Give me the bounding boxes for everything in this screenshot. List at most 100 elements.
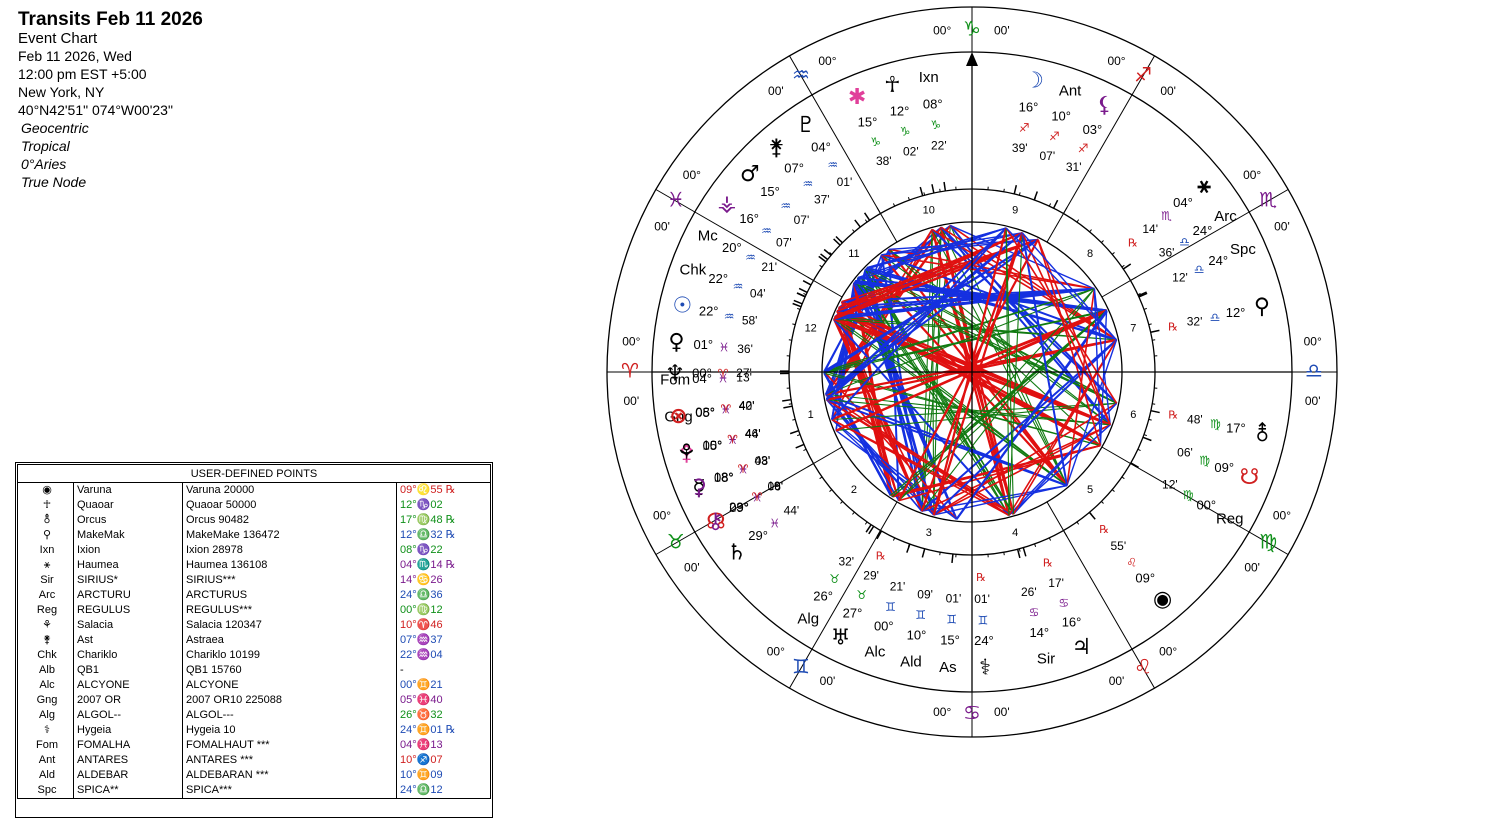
name-cell: Astraea (182, 633, 397, 648)
aspect-line (1021, 232, 1117, 341)
point-glyph: ✱ (848, 85, 866, 110)
name-cell: ALDEBARAN *** (182, 768, 397, 783)
sign-boundary (789, 55, 813, 96)
sign-degree: 00° (1304, 334, 1322, 348)
retrograde-mark: ℞ (1043, 556, 1053, 569)
house-number: 2 (851, 484, 857, 496)
table-row: Reg REGULUS REGULUS*** 00°♍12 (17, 603, 491, 618)
degree-tick (892, 537, 896, 541)
name-cell: Ixion (73, 543, 183, 558)
position-cell: 12°♎32 ℞ (400, 529, 456, 541)
degree-tick (1121, 264, 1125, 268)
table-row: ⚨ Orcus Orcus 90482 17°♍48 ℞ (17, 513, 491, 528)
symbol-cell: Ixn (17, 543, 74, 558)
point-tick (1088, 511, 1096, 520)
point-glyph: ◉ (1153, 587, 1172, 612)
degree-tick (819, 476, 823, 480)
degree-tick (1137, 448, 1141, 452)
point-sign: ♒ (803, 177, 814, 191)
degree-tick (1137, 292, 1141, 296)
point-minute: 14' (1142, 222, 1158, 236)
sign-degree: 00° (622, 334, 640, 348)
point-degree: 18° (714, 469, 734, 484)
point-degree: 23° (729, 500, 749, 515)
point-degree: 14° (1029, 625, 1049, 640)
point-minute: 06' (768, 480, 784, 494)
point-minute: 42' (739, 399, 755, 413)
sign-glyph: ♑ (963, 17, 981, 41)
name-cell: QB1 (73, 663, 183, 678)
degree-tick (1003, 188, 1005, 192)
point-minute: 46' (745, 427, 761, 441)
degree-tick (797, 307, 801, 310)
degree-tick (829, 489, 833, 492)
table-row: ⚕ Hygeia Hygeia 10 24°♊01 ℞ (17, 723, 491, 738)
sign-glyph: ♐ (1134, 62, 1152, 86)
point-tick (783, 405, 793, 409)
point-glyph: ♂ (740, 162, 760, 187)
aspect-line (838, 307, 1068, 486)
aspect-line (1066, 288, 1096, 486)
position-cell: 24°♎36 (400, 589, 443, 601)
point-glyph: ☽ (1024, 69, 1044, 94)
point-sign: ♑ (870, 135, 881, 149)
table-row: Ant ANTARES ANTARES *** 10°♐07 (17, 753, 491, 768)
name-cell: ALGOL--- (182, 708, 397, 723)
point-tick (1122, 263, 1132, 270)
point-minute: 06' (1177, 446, 1193, 460)
symbol-cell: Alc (17, 678, 74, 693)
table-row: Chk Chariklo Chariklo 10199 22°♒04 (17, 648, 491, 663)
sign-degree: 00° (1273, 509, 1291, 523)
point-glyph: Ant (1059, 83, 1082, 100)
symbol-cell: Ant (17, 753, 74, 768)
aspect-line (831, 227, 1007, 421)
point-glyph: Reg (1216, 511, 1244, 528)
position-cell: 08°♑22 (400, 544, 443, 556)
position-cell: 10°♊09 (400, 769, 443, 781)
sign-glyph: ♉ (667, 530, 685, 554)
aspect-line (1037, 239, 1102, 446)
degree-tick (1148, 418, 1152, 421)
point-sign: ♋ (1058, 596, 1069, 610)
point-glyph: ♄ (727, 540, 747, 565)
info-line: 12:00 pm EST +5:00 (18, 66, 147, 82)
point-degree: 22° (708, 271, 728, 286)
name-cell: SIRIUS*** (182, 573, 397, 588)
sign-minute: 00' (1305, 394, 1321, 408)
table-row: Arc ARCTURU ARCTURUS 24°♎36 (17, 588, 491, 603)
point-minute: 32' (838, 554, 854, 568)
name-cell: MakeMake 136472 (182, 528, 397, 543)
point-minute: 09' (917, 587, 933, 601)
point-degree: 08° (923, 96, 943, 111)
point-minute: 01' (946, 591, 962, 605)
point-sign: ♒ (724, 309, 735, 323)
point-degree: 12° (890, 103, 910, 118)
degree-tick (788, 403, 792, 405)
point-minute: 07' (794, 213, 810, 227)
name-cell: Ixion 28978 (182, 543, 397, 558)
point-degree: 10° (702, 437, 722, 452)
degree-tick (797, 434, 801, 437)
point-minute: 48' (1187, 412, 1203, 426)
point-sign: ♎ (1194, 262, 1205, 276)
sign-glyph: ♊ (792, 655, 810, 679)
point-sign: ♍ (1183, 488, 1194, 502)
point-glyph: ♆ (665, 361, 685, 386)
point-degree: 04° (692, 371, 712, 386)
point-tick (795, 443, 805, 449)
point-glyph: ⚶ (718, 191, 737, 216)
name-cell: Orcus 90482 (182, 513, 397, 528)
position-cell: 10°♈46 (400, 619, 443, 631)
point-minute: 04' (750, 286, 766, 300)
name-cell: Haumea (73, 558, 183, 573)
point-tick (782, 398, 792, 402)
point-tick (796, 292, 806, 298)
retrograde-mark: ℞ (1128, 236, 1138, 249)
name-cell: REGULUS*** (182, 603, 397, 618)
name-cell: Hygeia 10 (182, 723, 397, 738)
sign-minute: 00' (654, 220, 670, 234)
sign-degree: 00° (1107, 54, 1125, 68)
point-glyph: Spc (1230, 241, 1256, 258)
degree-tick (840, 501, 843, 504)
point-sign: ♈ (738, 462, 749, 476)
